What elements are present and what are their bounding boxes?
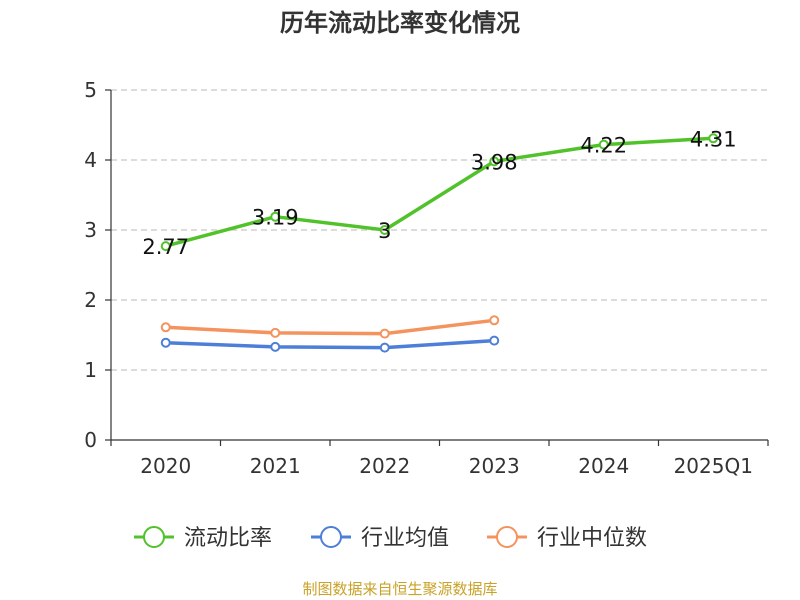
data-point [379,342,390,353]
legend-label: 行业中位数 [537,526,647,551]
series-line [165,318,495,336]
x-tick-label: 2021 [250,454,301,478]
data-point [270,211,281,222]
data-label: 3 [378,219,391,243]
data-label: 4.31 [690,127,737,151]
axes: 0 1 2 3 4 5 2020 2021 2022 2023 2024 2025Q1 [84,78,769,478]
series-lines [160,133,719,353]
data-point [489,156,500,167]
data-label: 3.19 [252,206,299,230]
data-point [160,337,171,348]
legend-label: 行业均值 [361,526,449,551]
data-point [270,327,281,338]
data-point [160,322,171,333]
data-labels: 2.77 3.19 3 3.98 4.22 4.31 [142,127,736,259]
y-tick-label: 3 [84,218,97,242]
legend-swatch-marker [496,526,518,548]
series-line [165,338,495,350]
data-point [598,139,609,150]
series-line [165,136,714,248]
legend: 流动比率 行业均值 行业中位数 [134,526,647,551]
chart-title: 历年流动比率变化情况 [280,9,520,37]
data-point [270,341,281,352]
data-label: 4.22 [580,134,627,158]
data-point [708,133,719,144]
y-tick-label: 1 [84,358,97,382]
data-label: 3.98 [471,150,518,174]
data-point [489,315,500,326]
x-tick-label: 2025Q1 [674,454,753,478]
y-tick-label: 2 [84,288,97,312]
x-tick-label: 2024 [578,454,629,478]
data-point [160,241,171,252]
data-point [379,328,390,339]
x-tick-label: 2022 [359,454,410,478]
legend-swatch-marker [320,526,342,548]
x-tick-label: 2023 [469,454,520,478]
legend-swatch-marker [143,526,165,548]
data-point [379,225,390,235]
y-tick-label: 5 [84,78,97,102]
source-note: 制图数据来自恒生聚源数据库 [302,580,497,598]
data-point [489,335,500,346]
x-tick-label: 2020 [140,454,191,478]
y-tick-label: 0 [84,428,97,452]
data-label: 2.77 [142,235,189,259]
legend-label: 流动比率 [184,526,272,551]
y-tick-label: 4 [84,148,97,172]
